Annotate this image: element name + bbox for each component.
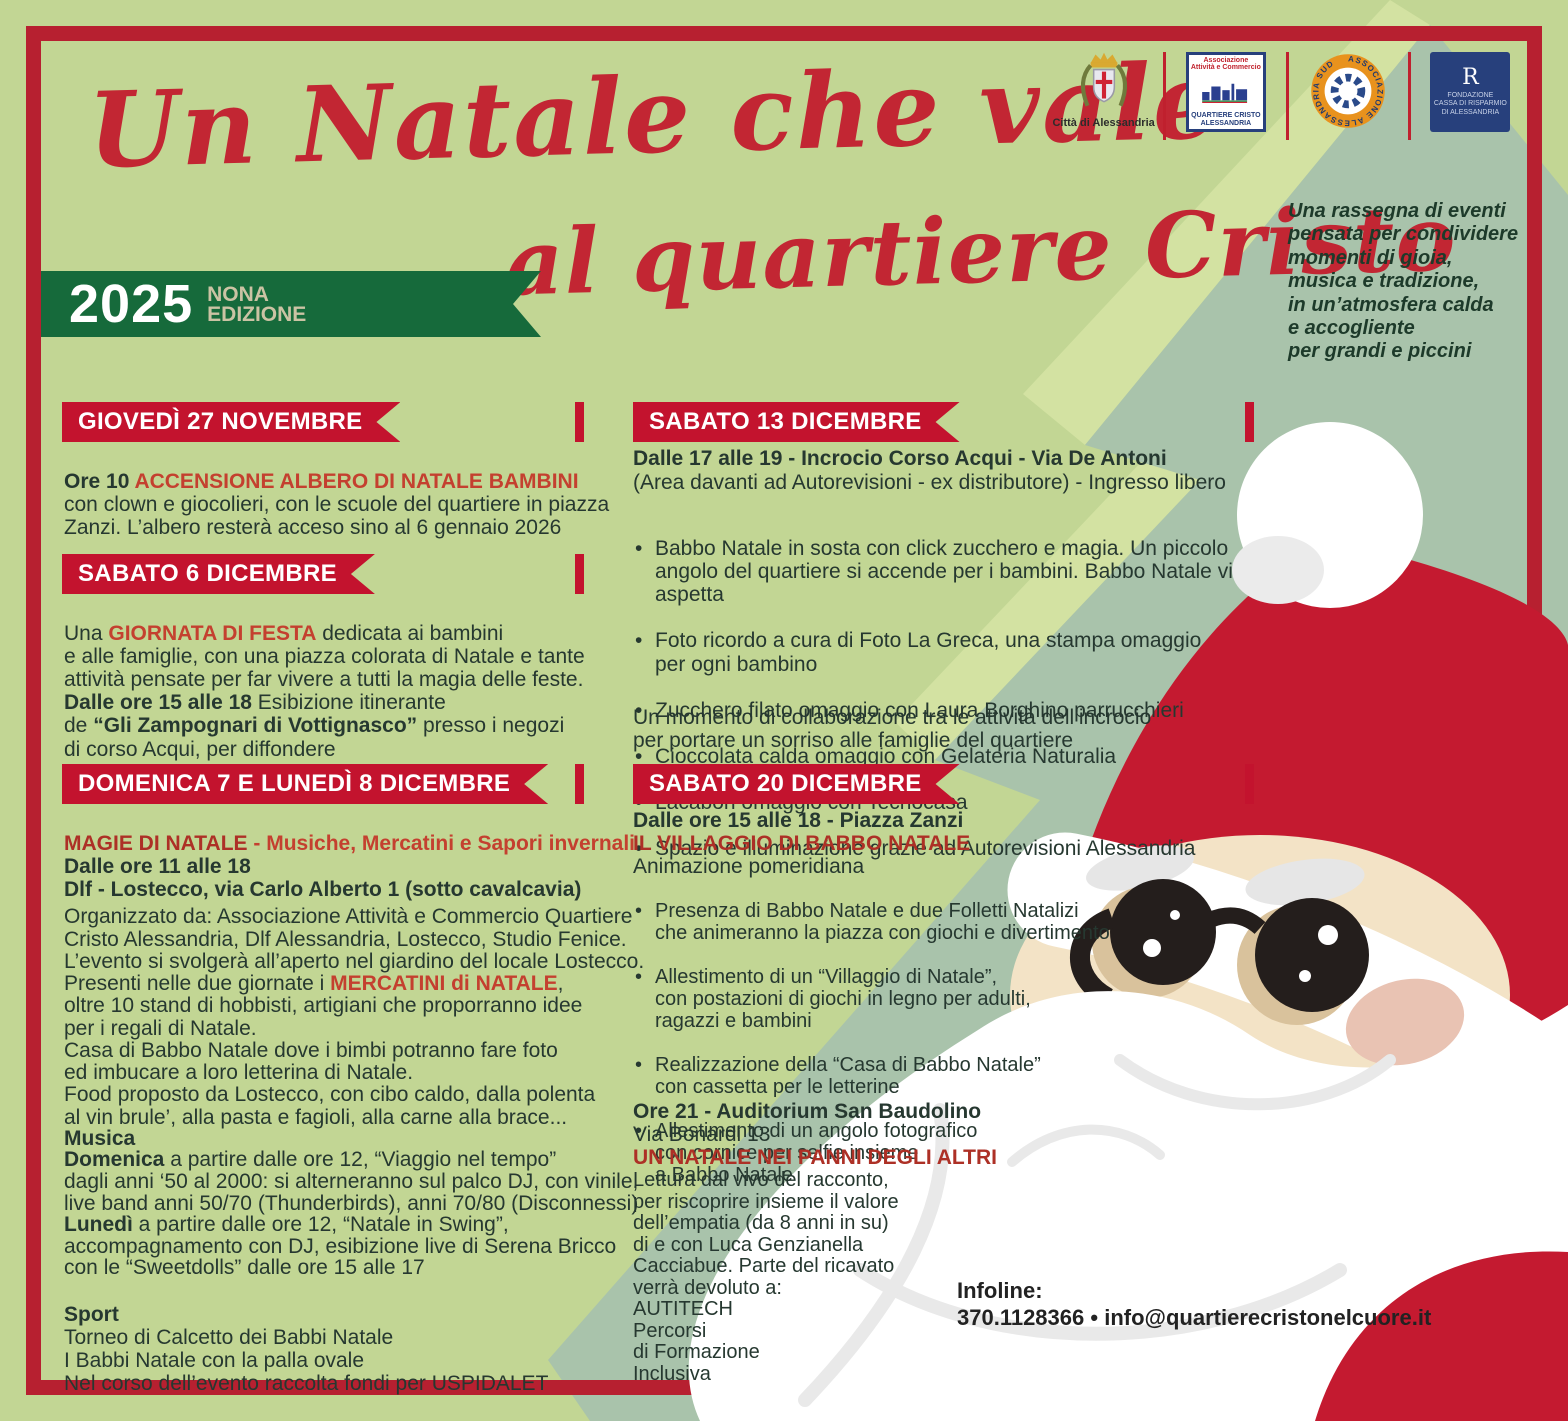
- musica-title: Musica: [64, 1126, 136, 1150]
- ribbon-tail: [575, 764, 584, 804]
- glasses-lens-right: [1255, 898, 1369, 1012]
- edition-label: NONA EDIZIONE: [207, 283, 307, 326]
- event-title-red: MAGIE DI NATALE: [64, 832, 248, 856]
- ribbon-sabato-13-dicembre: SABATO 13 DICEMBRE: [633, 402, 960, 442]
- skyline-icon: [1202, 83, 1247, 103]
- ribbon-sabato-6-dicembre: SABATO 6 DICEMBRE: [62, 554, 375, 594]
- event-6dic-text: Una GIORNATA DI FESTA dedicata ai bambin…: [64, 599, 649, 761]
- eye-glint-right-small: [1299, 970, 1311, 982]
- event-20dic-title-red: IL VILLAGGIO DI BABBO NATALE: [633, 832, 971, 855]
- org-text: Organizzato da: Associazione Attività e …: [64, 905, 645, 995]
- santa-cheek: [1345, 978, 1465, 1066]
- edition-ribbon: 2025 NONA EDIZIONE: [41, 271, 541, 337]
- sport-body: Torneo di Calcetto dei Babbi Natale I Ba…: [64, 1326, 549, 1396]
- ribbon-giovedi-27-novembre: GIOVEDÌ 27 NOVEMBRE: [62, 402, 400, 442]
- musica-day2: Lunedì: [64, 1213, 133, 1237]
- partner-logos-row: Città di Alessandria Associazione Attivi…: [1048, 52, 1526, 152]
- event-13dic-closing: Un momento di collaborazione tra le atti…: [633, 706, 1152, 753]
- event-body: Esibizione itinerante de: [64, 691, 446, 738]
- event2-description: Lettura dal vivo del racconto, per risco…: [633, 1169, 899, 1385]
- musica-day1: Domenica: [64, 1148, 165, 1172]
- event-20dic-subtitle: Animazione pomeridiana: [633, 855, 865, 878]
- fondazione-logo-box: R FONDAZIONE CASSA DI RISPARMIO DI ALESS…: [1430, 52, 1511, 132]
- list-item: Allestimento di un angolo fotografico co…: [633, 1120, 1193, 1186]
- infoline-contacts: 370.1128366 • info@quartierecristonelcuo…: [957, 1305, 1431, 1332]
- event-20dic-time-place: Dalle ore 15 alle 18 - Piazza Zanzi: [633, 809, 964, 832]
- infoline-separator: •: [1084, 1304, 1105, 1330]
- event-group-name: “Gli Zampognari di Vottignasco”: [93, 714, 418, 738]
- event-subtitle-red: - Musiche, Mercatini e Sapori invernali: [247, 832, 635, 856]
- infoline-email[interactable]: info@quartierecristonelcuore.it: [1104, 1304, 1432, 1330]
- event-body: dedicata ai bambini e alle famiglie, con…: [64, 622, 585, 692]
- ribbon-sabato-20-dicembre: SABATO 20 DICEMBRE: [633, 764, 960, 804]
- logo-quartiere-cristo: Associazione Attività e Commercio QUARTI…: [1170, 52, 1281, 148]
- santa-beard: [688, 991, 1568, 1421]
- list-item: Cioccolata calda omaggio con Gelateria N…: [633, 745, 1253, 768]
- event-time-place: Dalle ore 11 alle 18 Dlf - Lostecco, via…: [64, 855, 582, 902]
- glasses-bridge: [1206, 907, 1266, 935]
- list-item: Zucchero filato omaggio con Laura Borghi…: [633, 699, 1253, 722]
- sport-title: Sport: [64, 1303, 119, 1327]
- pompom-shading: [1232, 536, 1324, 604]
- logo-separator: [1285, 52, 1289, 140]
- ribbon-tail: [575, 554, 584, 594]
- quartiere-logo-box: Associazione Attività e Commercio QUARTI…: [1185, 52, 1266, 132]
- event-highlight: GIORNATA DI FESTA: [108, 622, 317, 646]
- santa-suit: [1315, 1251, 1568, 1421]
- orange-badge-icon: ASSOCIAZIONE ALESSANDRIA SUD: [1311, 54, 1385, 128]
- ribbon-domenica-7-lunedi-8: DOMENICA 7 E LUNEDÌ 8 DICEMBRE: [62, 764, 548, 804]
- logo-associazione-alessandria-sud: ASSOCIAZIONE ALESSANDRIA SUD: [1293, 52, 1404, 148]
- org-text: , oltre 10 stand di hobbisti, artigiani …: [64, 972, 596, 1129]
- eye-glint-right: [1318, 925, 1338, 945]
- event2-title-red: UN NATALE NEI PANNI DEGLI ALTRI: [633, 1146, 997, 1169]
- logo-citta-alessandria: Città di Alessandria: [1048, 52, 1159, 148]
- event-body: presso i negozi di corso Acqui, per diff…: [64, 714, 565, 761]
- logo-citta-caption: Città di Alessandria: [1052, 117, 1155, 129]
- event-13dic-time-place: Dalle 17 alle 19 - Incrocio Corso Acqui …: [633, 447, 1167, 470]
- event2-address: Via Bonardi 13: [633, 1123, 771, 1146]
- event2-time-place: Ore 21 - Auditorium San Baudolino: [633, 1100, 982, 1123]
- event-time: Ore 10: [64, 470, 135, 494]
- event-7-8dic-description: Organizzato da: Associazione Attività e …: [64, 884, 649, 1129]
- fondazione-logo-text: FONDAZIONE CASSA DI RISPARMIO DI ALESSAN…: [1433, 92, 1507, 116]
- city-crest-icon: [1080, 52, 1127, 107]
- infoline-block: Infoline: 370.1128366 • info@quartierecr…: [957, 1278, 1431, 1332]
- intro-text: Una rassegna di eventi pensata per condi…: [1288, 200, 1519, 363]
- event-lead: Una: [64, 622, 109, 646]
- quartiere-logo-top-text: Associazione Attività e Commercio: [1190, 57, 1261, 72]
- event-27nov-text: Ore 10 ACCENSIONE ALBERO DI NATALE BAMBI…: [64, 447, 639, 539]
- musica-text2: a partire dalle ore 12, “Natale in Swing…: [64, 1213, 617, 1280]
- list-item: Babbo Natale in sosta con click zucchero…: [633, 537, 1253, 606]
- musica-text1: a partire dalle ore 12, “Viaggio nel tem…: [64, 1148, 639, 1215]
- logo-separator: [1407, 52, 1411, 140]
- event-time: Dalle ore 15 alle 18: [64, 691, 252, 715]
- logo-fondazione-cra: R FONDAZIONE CASSA DI RISPARMIO DI ALESS…: [1415, 52, 1526, 148]
- list-item: Presenza di Babbo Natale e due Folletti …: [633, 900, 1193, 944]
- list-item: Foto ricordo a cura di Foto La Greca, un…: [633, 629, 1253, 675]
- event-highlight: ACCENSIONE ALBERO DI NATALE BAMBINI: [134, 470, 579, 494]
- event-13dic-area: (Area davanti ad Autorevisioni - ex dist…: [633, 471, 1226, 494]
- list-item: Allestimento di un “Villaggio di Natale”…: [633, 966, 1193, 1032]
- list-item: Spazio e illuminazione grazie ad Autorev…: [633, 837, 1253, 860]
- edition-year: 2025: [69, 274, 194, 334]
- beard-swirl-large: [853, 1263, 1347, 1341]
- mercatini-highlight: MERCATINI di NATALE: [330, 972, 558, 995]
- infoline-label: Infoline:: [957, 1278, 1043, 1303]
- ribbon-tail: [1245, 402, 1254, 442]
- ribbon-tail: [575, 402, 584, 442]
- santa-eyebrow-right: [1245, 858, 1365, 906]
- quartiere-logo-bottom-text: QUARTIERE CRISTO ALESSANDRIA: [1191, 112, 1261, 127]
- fondazione-monogram-icon: R: [1462, 65, 1479, 91]
- ribbon-tail: [1245, 764, 1254, 804]
- list-item: Realizzazione della “Casa di Babbo Natal…: [633, 1054, 1193, 1098]
- logo-separator: [1163, 52, 1167, 140]
- event-body: con clown e giocolieri, con le scuole de…: [64, 493, 610, 540]
- sport-block: Sport Torneo di Calcetto dei Babbi Natal…: [64, 1280, 649, 1395]
- event-7-8dic-head: MAGIE DI NATALE - Musiche, Mercatini e S…: [64, 809, 649, 901]
- event-20dic-bullet-list: Presenza di Babbo Natale e due Folletti …: [633, 878, 1193, 1208]
- musica-block: Musica Domenica a partire dalle ore 12, …: [64, 1106, 649, 1279]
- infoline-phone: 370.1128366: [957, 1304, 1085, 1330]
